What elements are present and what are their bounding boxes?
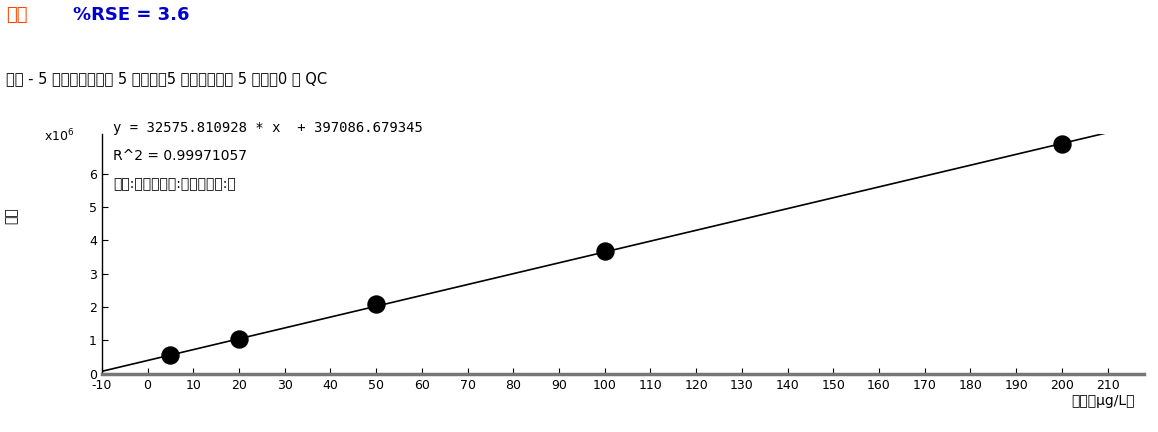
Text: 丙酮: 丙酮	[6, 6, 28, 25]
Text: 丙酮 - 5 个级别，使用了 5 个级别，5 个点，使用了 5 个点，0 个 QC: 丙酮 - 5 个级别，使用了 5 个级别，5 个点，使用了 5 个点，0 个 Q…	[6, 71, 327, 86]
Text: 类型:线性，原点:忽略，权重:无: 类型:线性，原点:忽略，权重:无	[113, 177, 236, 191]
Text: x10$^6$: x10$^6$	[44, 128, 74, 144]
Point	[161, 352, 179, 359]
Point	[229, 335, 248, 342]
Text: y = 32575.810928 * x  + 397086.679345: y = 32575.810928 * x + 397086.679345	[113, 121, 424, 135]
Text: 响应: 响应	[5, 208, 19, 224]
Point	[1053, 140, 1071, 147]
Text: %RSE = 3.6: %RSE = 3.6	[73, 6, 190, 25]
Text: R^2 = 0.99971057: R^2 = 0.99971057	[113, 149, 248, 163]
Point	[367, 301, 386, 308]
Text: 浓度（μg/L）: 浓度（μg/L）	[1071, 394, 1135, 408]
Point	[595, 248, 614, 255]
